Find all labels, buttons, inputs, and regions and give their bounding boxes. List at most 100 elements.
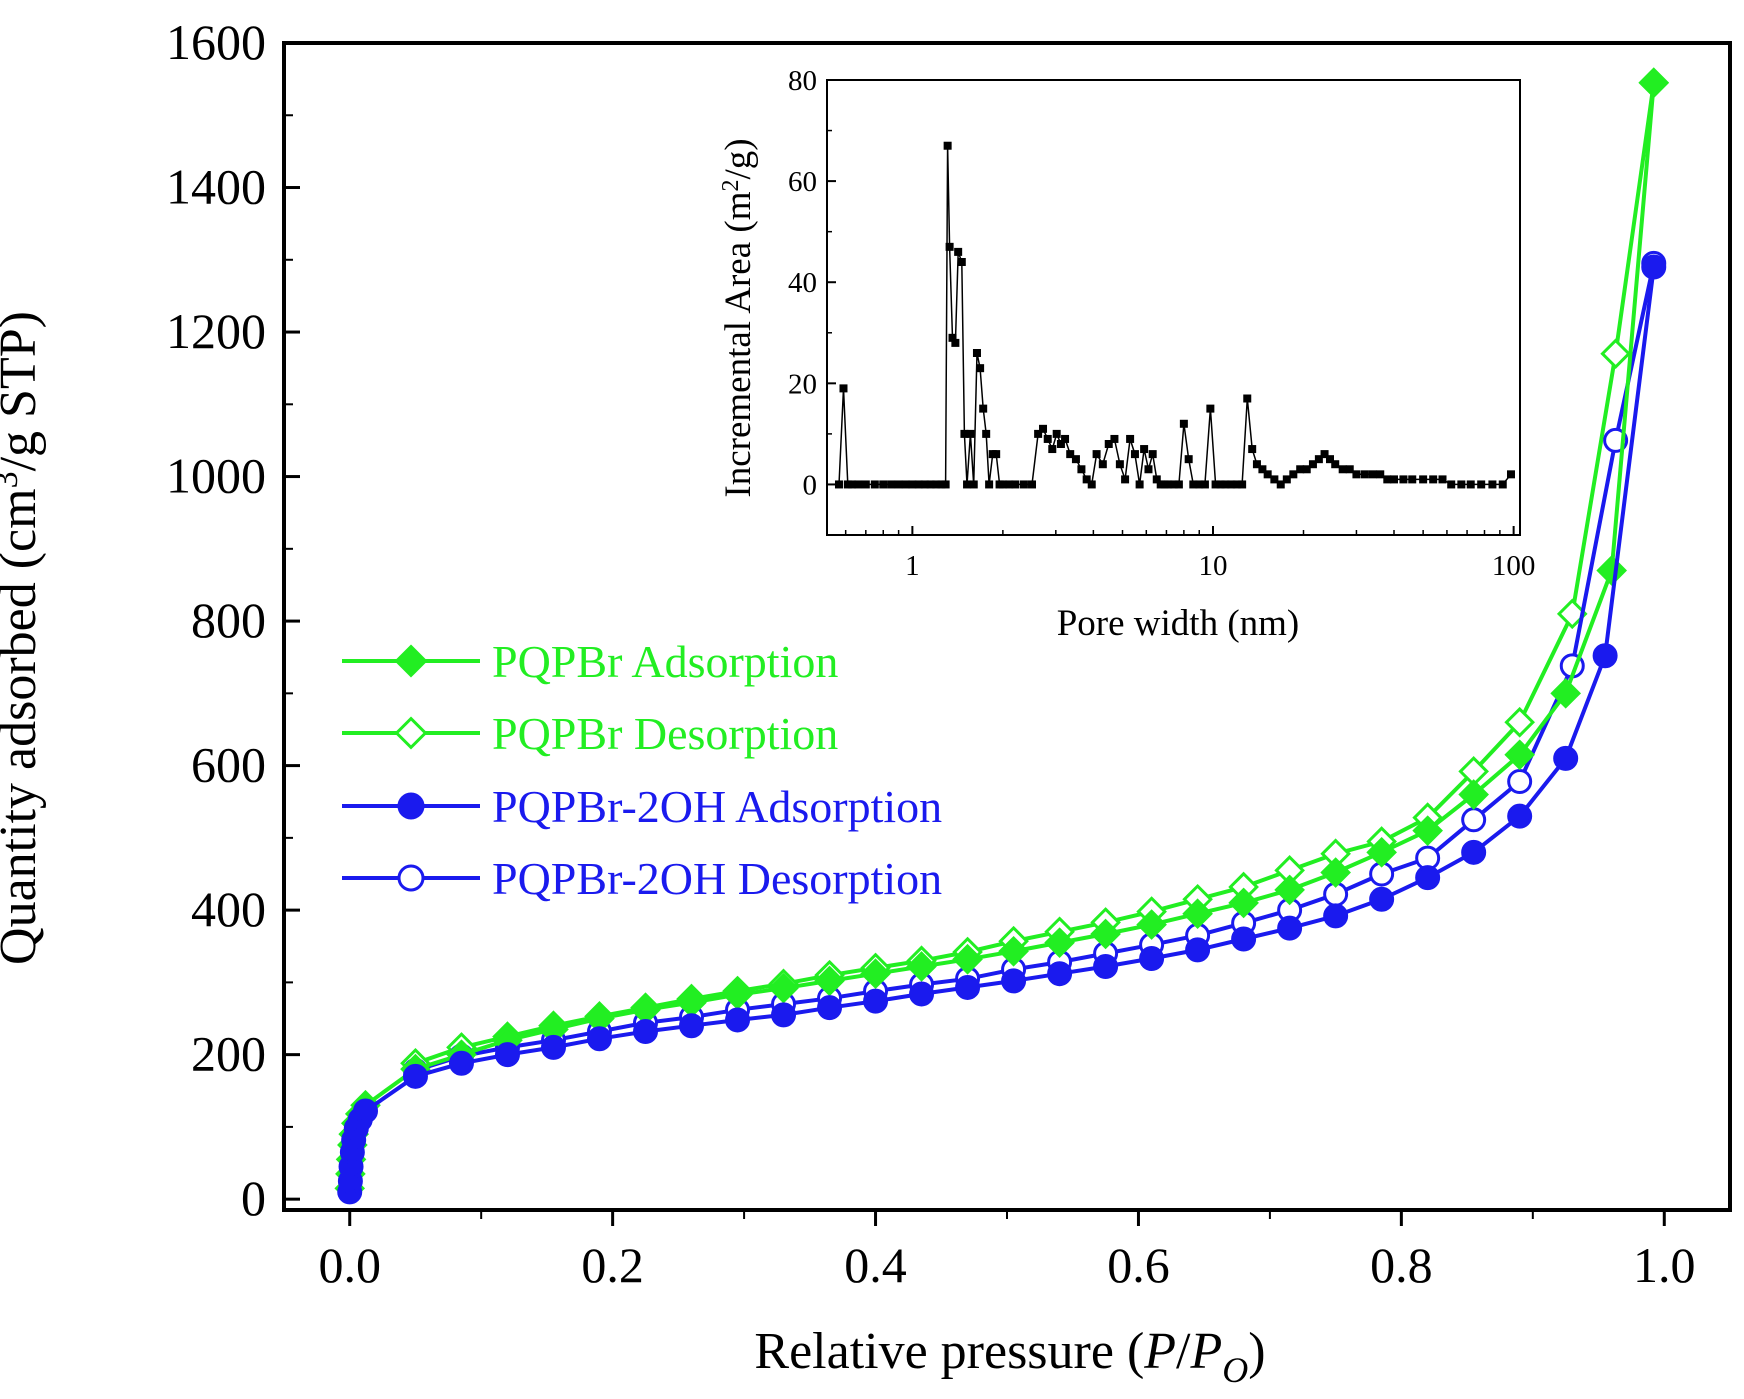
- inset-data-point: [920, 480, 929, 489]
- inset-data-point: [1238, 480, 1247, 489]
- data-point-pqpbr-2oh-adsorption: [586, 1026, 612, 1052]
- inset-data-point: [1066, 450, 1075, 459]
- inset-data-point: [1082, 475, 1091, 484]
- inset-data-point: [963, 480, 972, 489]
- inset-data-point: [1248, 445, 1257, 454]
- inset-data-point: [1211, 480, 1220, 489]
- inset-data-point: [834, 480, 843, 489]
- data-point-pqpbr-2oh-adsorption: [955, 974, 981, 1000]
- inset-data-point: [1189, 480, 1198, 489]
- inset-data-point: [1144, 465, 1153, 474]
- data-point-pqpbr-2oh-adsorption: [679, 1013, 705, 1039]
- data-point-pqpbr-adsorption: [1458, 779, 1489, 810]
- inset-data-point: [1345, 465, 1354, 474]
- main-y-axis-title: Quantity adsorbed (cm3/g STP): [0, 311, 47, 965]
- inset-data-point: [1498, 480, 1507, 489]
- inset-data-point: [1206, 404, 1215, 413]
- data-point-pqpbr-2oh-desorption: [1461, 807, 1487, 833]
- inset-data-point: [879, 480, 888, 489]
- inset-data-point: [1179, 419, 1188, 428]
- legend: PQPBr Adsorption PQPBr Desorption PQPBr-2O…: [342, 636, 942, 904]
- inset-data-point: [972, 349, 981, 357]
- data-point-pqpbr-adsorption: [1320, 857, 1351, 888]
- inset-data-point: [1282, 475, 1291, 484]
- inset-data-point: [1011, 480, 1020, 489]
- inset-data-point: [1164, 480, 1173, 489]
- data-point-pqpbr-adsorption: [860, 958, 891, 990]
- data-point-pqpbr-2oh-adsorption: [353, 1098, 379, 1124]
- inset-data-point: [1148, 450, 1157, 459]
- inset-data-point: [901, 480, 910, 489]
- inset-data-point: [1019, 480, 1028, 489]
- data-point-pqpbr-2oh-adsorption: [817, 995, 843, 1021]
- main-y-tick-label: 1000: [166, 448, 266, 504]
- data-point-pqpbr-2oh-adsorption: [909, 981, 935, 1007]
- inset-axes: 0 20 40 60 80 1 10 100: [788, 65, 1535, 582]
- main-series-layer: [334, 67, 1670, 1205]
- legend-item-pqpbr-desorption: PQPBr Desorption: [342, 708, 838, 759]
- inset-data-point: [982, 429, 991, 438]
- data-point-pqpbr-adsorption: [1090, 918, 1121, 950]
- data-point-pqpbr-adsorption: [1274, 874, 1305, 906]
- data-point-pqpbr-adsorption: [1504, 739, 1535, 771]
- data-point-pqpbr-2oh-adsorption: [725, 1007, 751, 1033]
- legend-swatch-marker: [397, 864, 425, 892]
- data-point-pqpbr-2oh-adsorption: [1093, 953, 1119, 979]
- main-y-tick-label: 1200: [166, 303, 266, 359]
- inset-data-point: [854, 480, 863, 489]
- data-point-pqpbr-2oh-adsorption: [1047, 961, 1073, 987]
- main-y-tick-label: 600: [191, 737, 266, 793]
- inset-data-point: [848, 480, 857, 489]
- inset-data-point: [966, 429, 975, 438]
- main-x-tick-label: 0.6: [1107, 1237, 1170, 1293]
- data-point-pqpbr-2oh-adsorption: [771, 1002, 797, 1028]
- data-point-pqpbr-2oh-adsorption: [1231, 926, 1257, 952]
- inset-data-point: [914, 480, 923, 489]
- inset-data-point: [1110, 434, 1119, 443]
- inset-data-point: [1368, 470, 1377, 479]
- inset-data-point: [1200, 480, 1209, 489]
- inset-data-point: [943, 141, 952, 150]
- inset-data-point: [843, 480, 852, 489]
- legend-label: PQPBr Adsorption: [492, 636, 838, 687]
- inset-data-point: [945, 242, 954, 251]
- main-x-tick-label: 0.0: [318, 1237, 381, 1293]
- inset-y-axis-title: Incremental Area (m2/g): [718, 138, 759, 497]
- inset-y-tick-label: 20: [788, 368, 817, 400]
- data-point-pqpbr-2oh-adsorption: [402, 1063, 428, 1089]
- series-pqpbr-2oh-adsorption: [337, 254, 1667, 1205]
- inset-data-point: [870, 480, 879, 489]
- data-point-pqpbr-2oh-adsorption: [633, 1019, 658, 1045]
- data-point-pqpbr-adsorption: [1412, 815, 1443, 846]
- inset-data-point: [1320, 450, 1329, 459]
- legend-swatch-marker: [397, 792, 425, 820]
- data-point-pqpbr-2oh-adsorption: [863, 988, 889, 1014]
- main-y-tick-label: 800: [191, 592, 266, 648]
- data-point-pqpbr-2oh-adsorption: [494, 1042, 520, 1068]
- inset-data-point: [1289, 470, 1298, 479]
- inset-data-point: [951, 338, 960, 347]
- legend-swatch-marker: [394, 644, 428, 678]
- inset-data-point: [1399, 475, 1408, 484]
- inset-y-tick-label: 40: [788, 267, 817, 299]
- data-point-pqpbr-2oh-adsorption: [1277, 915, 1303, 941]
- inset-data-point: [1360, 470, 1369, 479]
- inset-data-point: [1457, 480, 1466, 489]
- data-point-pqpbr-2oh-adsorption: [1001, 968, 1027, 994]
- inset-data-point: [941, 480, 950, 489]
- inset-data-point: [1052, 429, 1061, 438]
- inset-data-point: [948, 333, 957, 342]
- data-point-pqpbr-desorption: [1504, 706, 1535, 738]
- inset-data-point: [1477, 480, 1486, 489]
- inset-data-point: [1077, 465, 1086, 474]
- data-point-pqpbr-adsorption: [1366, 836, 1397, 868]
- legend-label: PQPBr-2OH Adsorption: [492, 781, 942, 832]
- legend-swatch-marker: [394, 716, 428, 750]
- data-point-pqpbr-2oh-adsorption: [448, 1050, 474, 1076]
- data-point-pqpbr-adsorption: [1596, 555, 1628, 586]
- main-x-tick-label: 0.4: [844, 1237, 907, 1293]
- inset-data-point: [1152, 475, 1161, 484]
